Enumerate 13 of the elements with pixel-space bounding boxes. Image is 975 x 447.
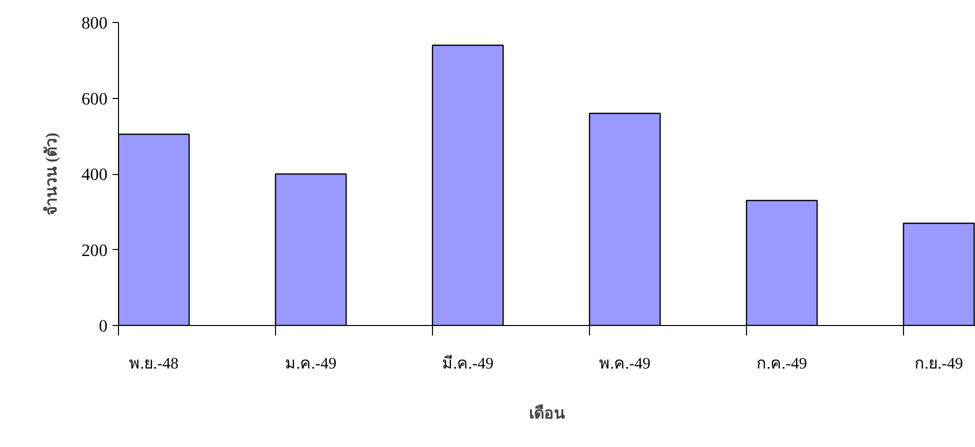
x-axis-title: เดือน [529, 404, 565, 422]
y-tick-label: 0 [98, 316, 108, 336]
y-axis-title: จำนวน (ตัว) [42, 132, 61, 216]
x-tick-label: ก.ย.-49 [914, 356, 963, 372]
y-tick-label: 400 [82, 165, 108, 184]
x-tick-label: มี.ค.-49 [442, 354, 494, 372]
x-tick-label: ม.ค.-49 [285, 356, 336, 372]
y-tick-label: 200 [82, 240, 108, 260]
x-tick-label: พ.ค.-49 [599, 356, 650, 372]
y-tick-label: 600 [82, 89, 108, 108]
y-tick-label: 800 [82, 14, 108, 32]
x-tick-label: ก.ค.-49 [756, 356, 807, 372]
x-tick-label: พ.ย.-48 [129, 356, 178, 372]
